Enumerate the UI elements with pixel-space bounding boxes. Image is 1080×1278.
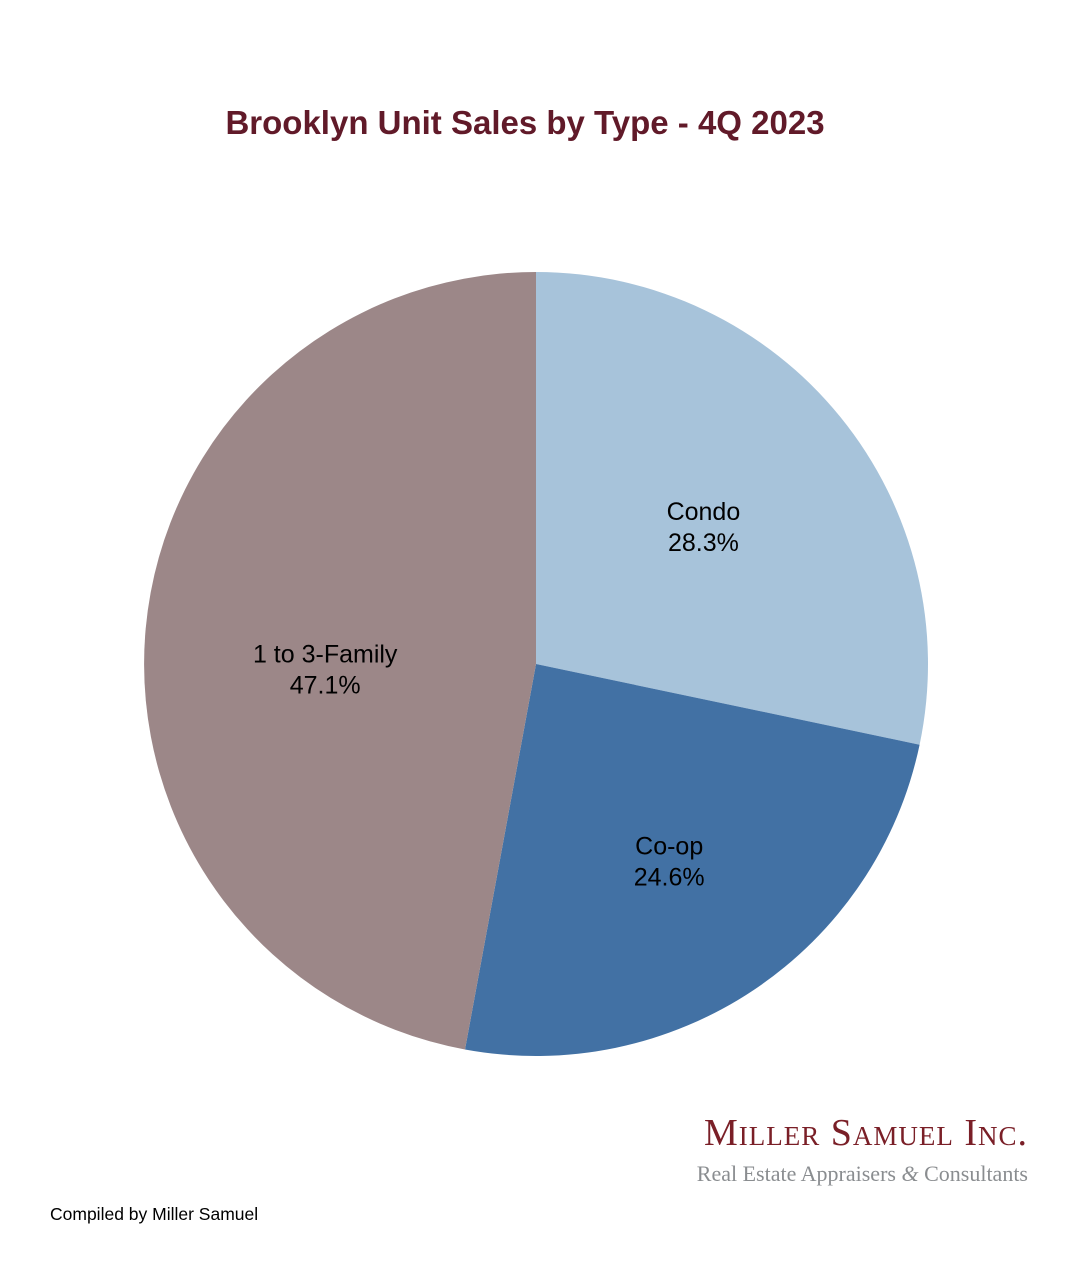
pie-slice-label-1-to-3-family: 1 to 3-Family 47.1% bbox=[253, 641, 398, 700]
pie-slice-co-op bbox=[465, 664, 920, 1056]
pie-slice-label-co-op: Co-op 24.6% bbox=[634, 833, 705, 892]
logo-company-name: Miller Samuel Inc. bbox=[703, 1112, 1028, 1154]
footer-notes: Compiled by Miller Samuel Copyright 2024… bbox=[50, 1144, 554, 1278]
miller-samuel-logo: Miller Samuel Inc. Real Estate Appraiser… bbox=[697, 1112, 1028, 1187]
pie-slice-label-condo: Condo 28.3% bbox=[667, 498, 741, 557]
logo-tagline-text: Real Estate Appraisers bbox=[696, 1160, 902, 1186]
chart-title: Brooklyn Unit Sales by Type - 4Q 2023 bbox=[225, 104, 825, 141]
logo-tagline: Real Estate Appraisers & Consultants bbox=[697, 1161, 1028, 1187]
compiled-by-text: Compiled by Miller Samuel bbox=[50, 1204, 259, 1224]
logo-tagline-text: Consultants bbox=[918, 1160, 1028, 1186]
logo-tagline-ampersand: & bbox=[901, 1160, 919, 1186]
pie-slice-condo bbox=[536, 272, 928, 745]
pie-slice-1-to-3-family bbox=[144, 272, 537, 1050]
